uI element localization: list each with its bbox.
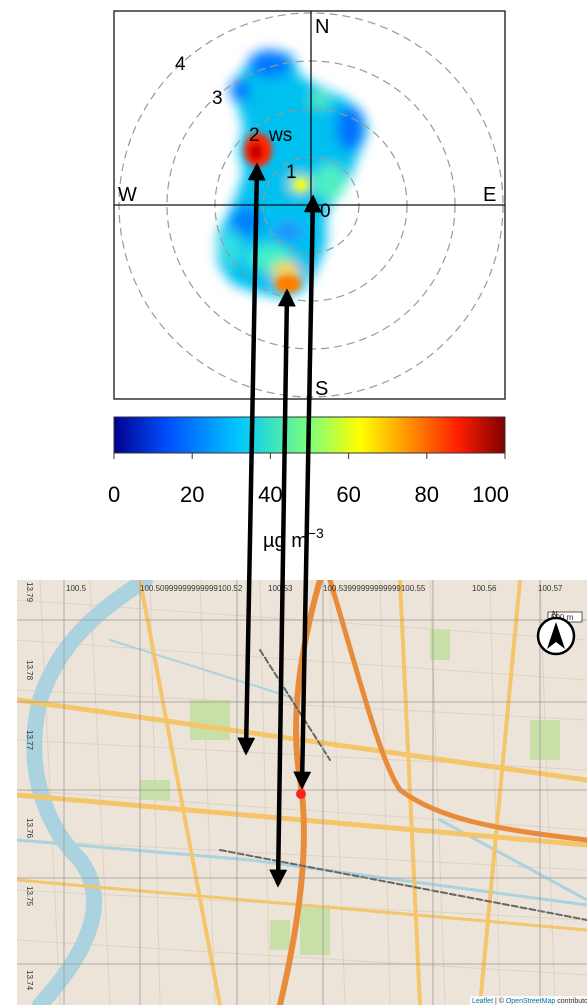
ring-label-4: 4 [175, 54, 186, 75]
north-arrow: N [536, 610, 576, 656]
map-lon-tick: 100.56 [472, 584, 497, 593]
map-lat-tick: 13.78 [25, 660, 34, 681]
map-lat-tick: 13.75 [25, 886, 34, 907]
leaflet-link[interactable]: Leaflet [472, 998, 493, 1005]
map-parks [140, 630, 560, 955]
map-scale-label: 500 m [551, 613, 574, 622]
map-park [430, 630, 450, 660]
map-major-road [138, 580, 222, 1005]
map-canal [17, 838, 587, 907]
colorbar-tick-label: 0 [108, 482, 120, 507]
map-lat-tick: 13.76 [25, 818, 34, 839]
map-lon-tick: 100.50999999999999100.52 [140, 584, 243, 593]
compass-east: E [483, 184, 496, 206]
osm-link[interactable]: OpenStreetMap [506, 998, 556, 1005]
map-lon-tick: 100.57 [538, 584, 563, 593]
map-park [190, 700, 230, 740]
colorbar-tick-label: 40 [258, 482, 282, 507]
connector-arrows [237, 162, 322, 888]
map-park [300, 905, 330, 955]
colorbar-tick-label: 60 [336, 482, 360, 507]
map-lat-tick: 13.79 [25, 582, 34, 603]
map-major-road [398, 580, 422, 1005]
ring-label-3: 3 [212, 88, 223, 109]
map-lon-tick: 100.53999999999999100.55 [323, 584, 426, 593]
map-attribution: Leaflet | © OpenStreetMap contributors [472, 997, 587, 1005]
map-canal [109, 639, 301, 701]
colorbar-tick-label: 80 [415, 482, 439, 507]
compass-south: S [315, 378, 328, 400]
map-lon-tick: 100.5 [66, 584, 87, 593]
arrow-northwest-hotspot [237, 162, 266, 756]
arrow-center [293, 194, 322, 790]
attribution-separator: | © [493, 997, 506, 1005]
ring-label-2: 2 [249, 125, 260, 146]
colorbar-unit: µg m−3 [263, 525, 324, 552]
attribution-contributors: contributors [555, 998, 587, 1005]
map-lat-tick: 13.77 [25, 730, 34, 751]
colorbar-unit-exponent: −3 [308, 525, 324, 541]
colorbar-tick-label: 100 [472, 482, 509, 507]
radial-axis-label: ws [268, 125, 292, 146]
ring-label-0: 0 [320, 201, 331, 222]
north-arrow-icon [547, 622, 565, 649]
compass-west: W [118, 184, 137, 206]
chao-phraya-river [26, 580, 153, 1005]
map-major-road [478, 580, 522, 1005]
monitoring-station-marker [296, 789, 306, 799]
map-major-road [17, 878, 587, 932]
ring-label-1: 1 [286, 162, 297, 183]
map-park [270, 920, 290, 950]
map: 100.5 100.50999999999999100.52 100.53 10… [17, 580, 587, 1005]
north-arrow-label: N [552, 610, 558, 619]
map-attribution-bg [470, 996, 587, 1005]
map-park [530, 720, 560, 760]
arrow-south-hotspot [269, 288, 296, 888]
compass-north: N [315, 16, 329, 38]
colorbar-tick-label: 20 [180, 482, 204, 507]
map-lat-tick: 13.74 [25, 970, 34, 991]
